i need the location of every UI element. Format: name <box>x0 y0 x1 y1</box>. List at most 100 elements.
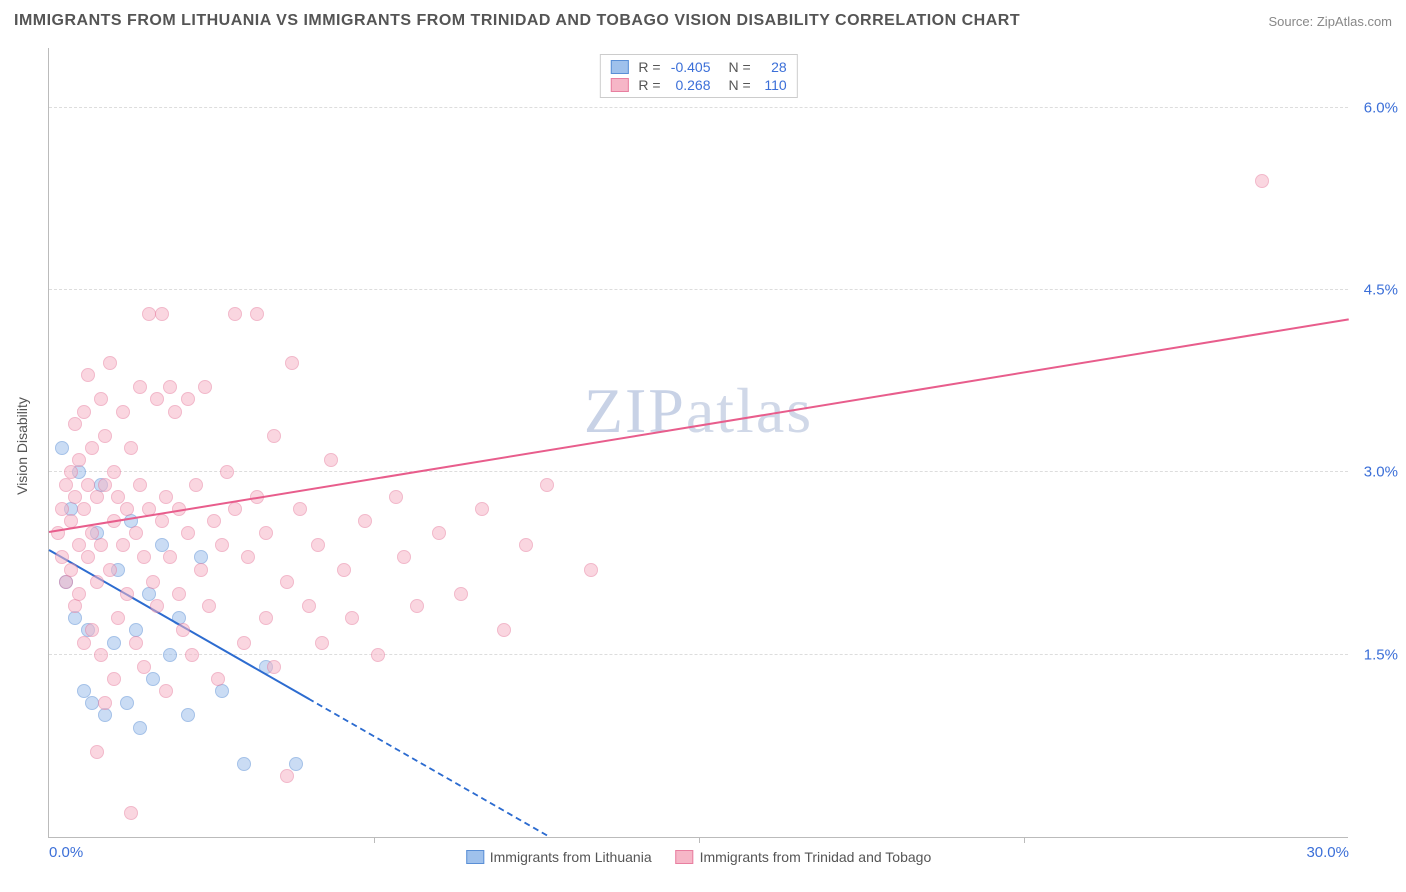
y-axis-label: Vision Disability <box>14 397 30 495</box>
scatter-point <box>410 599 424 613</box>
scatter-point <box>280 769 294 783</box>
legend-item: Immigrants from Lithuania <box>466 849 652 865</box>
legend-item: Immigrants from Trinidad and Tobago <box>676 849 932 865</box>
scatter-point <box>85 441 99 455</box>
scatter-point <box>146 672 160 686</box>
scatter-point <box>181 392 195 406</box>
scatter-point <box>259 526 273 540</box>
scatter-point <box>215 684 229 698</box>
scatter-point <box>68 611 82 625</box>
y-tick-label: 4.5% <box>1353 282 1398 299</box>
scatter-point <box>94 648 108 662</box>
scatter-point <box>116 405 130 419</box>
trend-line <box>49 318 1349 533</box>
scatter-point <box>137 550 151 564</box>
scatter-point <box>163 380 177 394</box>
scatter-point <box>176 623 190 637</box>
scatter-point <box>150 392 164 406</box>
scatter-point <box>81 550 95 564</box>
x-tick-label: 30.0% <box>1306 844 1349 861</box>
series-legend: Immigrants from Lithuania Immigrants from… <box>466 849 931 865</box>
scatter-point <box>72 453 86 467</box>
scatter-point <box>90 575 104 589</box>
scatter-point <box>237 757 251 771</box>
scatter-point <box>111 611 125 625</box>
x-tick-mark <box>699 837 700 843</box>
scatter-point <box>64 465 78 479</box>
scatter-point <box>107 672 121 686</box>
scatter-point <box>584 563 598 577</box>
scatter-point <box>120 696 134 710</box>
scatter-point <box>293 502 307 516</box>
stat-r-label: R = <box>638 59 660 75</box>
scatter-point <box>85 623 99 637</box>
scatter-point <box>172 587 186 601</box>
scatter-point <box>311 538 325 552</box>
scatter-point <box>540 478 554 492</box>
scatter-point <box>129 526 143 540</box>
scatter-point <box>129 636 143 650</box>
scatter-point <box>98 708 112 722</box>
scatter-point <box>133 380 147 394</box>
scatter-point <box>280 575 294 589</box>
scatter-point <box>98 696 112 710</box>
correlation-legend: R =-0.405N =28R =0.268N =110 <box>599 54 797 98</box>
scatter-point <box>124 441 138 455</box>
scatter-point <box>337 563 351 577</box>
scatter-point <box>163 648 177 662</box>
scatter-point <box>72 587 86 601</box>
scatter-point <box>133 721 147 735</box>
scatter-point <box>1255 174 1269 188</box>
scatter-point <box>228 307 242 321</box>
scatter-point <box>159 684 173 698</box>
scatter-point <box>107 636 121 650</box>
scatter-point <box>98 478 112 492</box>
scatter-point <box>475 502 489 516</box>
scatter-point <box>137 660 151 674</box>
stat-r-label: R = <box>638 77 660 93</box>
scatter-point <box>185 648 199 662</box>
y-tick-label: 1.5% <box>1353 646 1398 663</box>
legend-stat-row: R =0.268N =110 <box>610 77 786 93</box>
scatter-point <box>215 538 229 552</box>
scatter-point <box>150 599 164 613</box>
scatter-point <box>120 587 134 601</box>
scatter-point <box>159 490 173 504</box>
scatter-point <box>155 307 169 321</box>
gridline-horizontal <box>49 471 1348 472</box>
scatter-point <box>59 575 73 589</box>
scatter-point <box>358 514 372 528</box>
scatter-point <box>107 465 121 479</box>
scatter-point <box>55 441 69 455</box>
scatter-point <box>228 502 242 516</box>
x-tick-mark <box>374 837 375 843</box>
scatter-point <box>315 636 329 650</box>
scatter-point <box>220 465 234 479</box>
source-label: Source: ZipAtlas.com <box>1268 14 1392 29</box>
scatter-point <box>103 563 117 577</box>
scatter-point <box>120 502 134 516</box>
scatter-point <box>168 405 182 419</box>
legend-swatch <box>610 60 628 74</box>
stat-n-value: 28 <box>757 59 787 75</box>
scatter-point <box>116 538 130 552</box>
scatter-point <box>77 405 91 419</box>
scatter-point <box>519 538 533 552</box>
legend-label: Immigrants from Trinidad and Tobago <box>700 849 932 865</box>
scatter-point <box>285 356 299 370</box>
scatter-point <box>497 623 511 637</box>
scatter-point <box>124 806 138 820</box>
scatter-point <box>155 514 169 528</box>
scatter-point <box>81 368 95 382</box>
gridline-horizontal <box>49 654 1348 655</box>
scatter-point <box>241 550 255 564</box>
stat-r-value: 0.268 <box>667 77 711 93</box>
scatter-point <box>181 708 195 722</box>
scatter-point <box>94 538 108 552</box>
scatter-chart: ZIPatlas R =-0.405N =28R =0.268N =110 Im… <box>48 48 1348 838</box>
scatter-point <box>250 307 264 321</box>
y-tick-label: 6.0% <box>1353 99 1398 116</box>
y-tick-label: 3.0% <box>1353 464 1398 481</box>
scatter-point <box>432 526 446 540</box>
scatter-point <box>389 490 403 504</box>
